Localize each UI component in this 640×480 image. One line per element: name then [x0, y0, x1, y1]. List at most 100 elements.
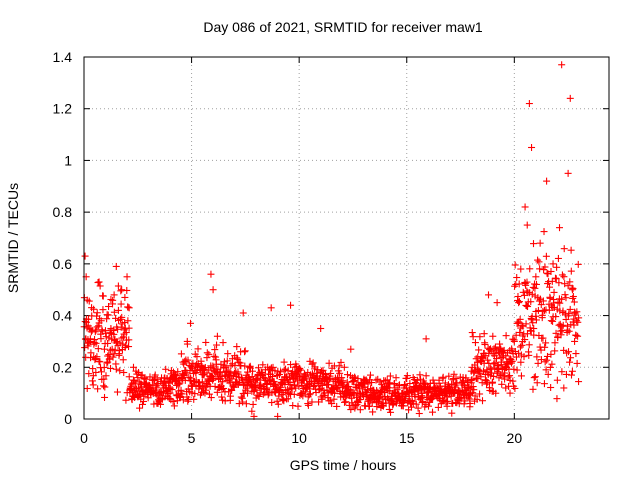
data-point: [102, 372, 110, 380]
data-point: [510, 336, 518, 344]
data-point: [544, 370, 552, 378]
data-point: [539, 297, 547, 305]
data-point: [575, 314, 583, 322]
y-tick-label: 0.4: [53, 308, 73, 324]
data-point: [117, 300, 125, 308]
data-point: [85, 297, 93, 305]
data-point: [533, 353, 541, 361]
data-point: [439, 373, 447, 381]
data-point: [372, 376, 380, 384]
data-point: [546, 294, 554, 302]
data-point: [368, 379, 376, 387]
data-point: [567, 354, 575, 362]
data-point: [556, 224, 564, 232]
x-tick-label: 15: [399, 430, 415, 446]
data-point: [469, 333, 477, 341]
data-point: [501, 375, 509, 383]
data-point: [297, 366, 305, 374]
data-point: [558, 271, 566, 279]
data-point: [476, 369, 484, 377]
data-point: [106, 355, 114, 363]
data-point: [369, 408, 377, 416]
data-point: [569, 285, 577, 293]
data-point: [84, 315, 92, 323]
data-point: [288, 385, 296, 393]
data-point: [570, 321, 578, 329]
data-point: [226, 392, 234, 400]
data-point: [493, 299, 501, 307]
data-point: [120, 369, 128, 377]
data-point: [568, 371, 576, 379]
data-point: [125, 373, 133, 381]
data-point: [121, 293, 129, 301]
data-point: [557, 331, 565, 339]
data-point: [233, 354, 241, 362]
data-point: [492, 389, 500, 397]
plot-frame: [83, 56, 610, 420]
data-point: [445, 372, 453, 380]
data-point: [124, 303, 132, 311]
data-point: [219, 378, 227, 386]
data-point: [118, 334, 126, 342]
data-point: [263, 381, 271, 389]
data-point: [511, 261, 519, 269]
data-point: [233, 343, 241, 351]
data-point: [539, 307, 547, 315]
data-point: [566, 278, 574, 286]
data-point: [331, 389, 339, 397]
data-point: [109, 326, 117, 334]
data-point: [490, 360, 498, 368]
data-point: [133, 370, 141, 378]
chart-title: Day 086 of 2021, SRMTID for receiver maw…: [203, 19, 483, 35]
data-point: [508, 359, 516, 367]
data-point: [422, 335, 430, 343]
data-point: [417, 375, 425, 383]
data-point: [543, 356, 551, 364]
x-tick-label: 5: [188, 430, 196, 446]
data-point: [356, 385, 364, 393]
data-point: [337, 358, 345, 366]
data-point: [566, 358, 574, 366]
data-point: [113, 388, 121, 396]
data-point: [107, 364, 115, 372]
data-point: [140, 374, 148, 382]
data-point: [354, 375, 362, 383]
data-point: [277, 368, 285, 376]
data-point: [424, 389, 432, 397]
data-point: [101, 393, 109, 401]
data-point: [125, 304, 133, 312]
data-point: [497, 361, 505, 369]
data-point: [129, 363, 137, 371]
data-point: [156, 400, 164, 408]
data-point: [475, 346, 483, 354]
data-point: [514, 293, 522, 301]
data-point: [107, 296, 115, 304]
data-point: [537, 356, 545, 364]
data-point: [531, 284, 539, 292]
data-point: [534, 256, 542, 264]
y-axis-label: SRMTID / TECUs: [5, 183, 21, 293]
data-point: [541, 358, 549, 366]
data-point: [542, 366, 550, 374]
data-point: [104, 311, 112, 319]
data-point: [230, 383, 238, 391]
data-point: [478, 353, 486, 361]
data-point: [336, 369, 344, 377]
data-point: [209, 376, 217, 384]
data-point: [490, 372, 498, 380]
data-point: [176, 393, 184, 401]
data-point: [476, 333, 484, 341]
data-point: [546, 363, 554, 371]
data-point: [429, 376, 437, 384]
data-point: [100, 382, 108, 390]
data-point: [295, 382, 303, 390]
data-point: [162, 365, 170, 373]
data-point: [573, 308, 581, 316]
data-point: [470, 386, 478, 394]
data-point: [350, 389, 358, 397]
data-point: [166, 384, 174, 392]
data-point: [125, 324, 133, 332]
data-point: [140, 392, 148, 400]
data-point: [115, 347, 123, 355]
data-point: [271, 389, 279, 397]
